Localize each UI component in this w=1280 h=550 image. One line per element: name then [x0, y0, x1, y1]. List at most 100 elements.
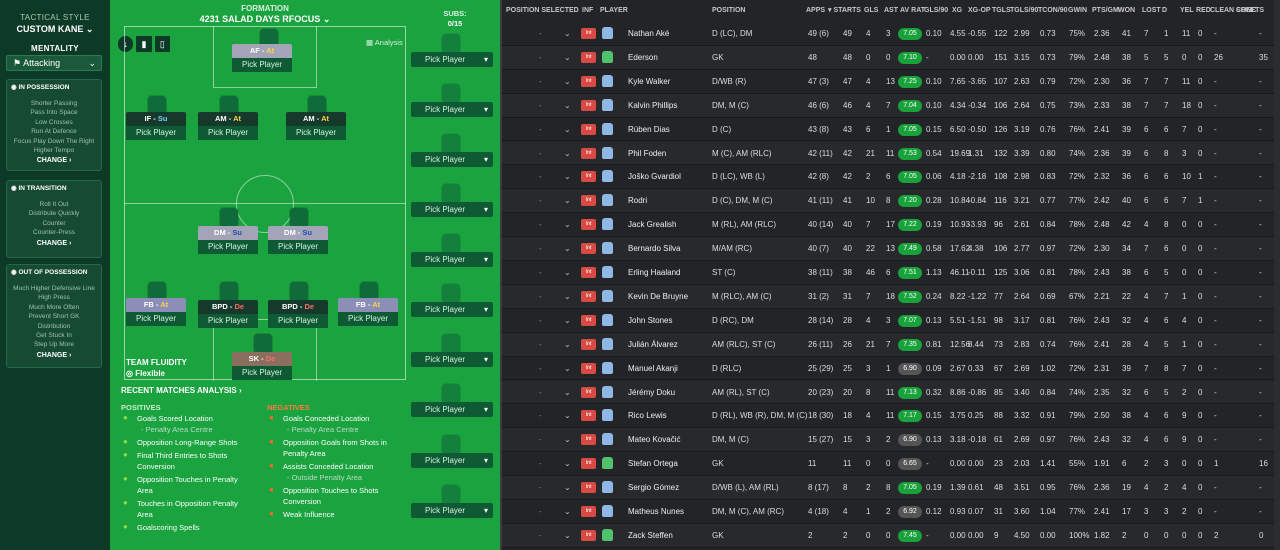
chevron-down-icon[interactable]: ⌄: [564, 29, 571, 38]
position-selected-value[interactable]: -: [539, 76, 542, 86]
player-name-link[interactable]: Joško Gvardiol: [628, 172, 681, 182]
column-header[interactable]: INF: [582, 7, 594, 14]
position-selected-value[interactable]: -: [539, 196, 542, 206]
player-name-link[interactable]: Jérémy Doku: [628, 387, 676, 397]
sub-pick-player-button[interactable]: Pick Player: [411, 503, 493, 518]
chevron-down-icon[interactable]: ⌄: [564, 483, 571, 493]
table-row[interactable]: - ⌄ Int Julián Álvarez AM (RLC), ST (C) 26 (1…: [502, 332, 1280, 357]
position-slot-am-right[interactable]: AM - At Pick Player: [286, 112, 346, 140]
pick-player-button[interactable]: Pick Player: [286, 126, 346, 140]
chevron-down-icon[interactable]: ⌄: [564, 172, 571, 182]
pick-player-button[interactable]: Pick Player: [268, 240, 328, 254]
table-row[interactable]: - ⌄ Int Rúben Dias D (C) 43 (8) 43 6 1 7.05 0.15 6.…: [502, 118, 1280, 142]
chevron-down-icon[interactable]: ⌄: [564, 124, 571, 134]
pick-player-button[interactable]: Pick Player: [198, 126, 258, 140]
position-selected-value[interactable]: -: [539, 220, 542, 230]
out-of-possession-change-button[interactable]: CHANGE ›: [36, 351, 72, 359]
table-row[interactable]: - ⌄ Int Joško Gvardiol D (LC), WB (L) 42 (8) 4…: [502, 165, 1280, 190]
sub-pick-player-button[interactable]: Pick Player: [411, 52, 493, 67]
position-slot-fb-left[interactable]: FB - At Pick Player: [126, 298, 186, 326]
sub-pick-player-button[interactable]: Pick Player: [411, 302, 493, 317]
player-name-link[interactable]: Zack Steffen: [628, 530, 673, 540]
table-row[interactable]: - ⌄ Int Kyle Walker D/WB (R) 47 (3) 47 4 13 7.25 0…: [502, 70, 1280, 94]
position-selected-value[interactable]: -: [539, 148, 542, 158]
column-header[interactable]: ▾ STARTS: [828, 7, 861, 14]
chevron-down-icon[interactable]: ⌄: [564, 196, 571, 206]
column-header[interactable]: LOST: [1142, 7, 1161, 14]
column-header[interactable]: TGLS: [992, 7, 1011, 14]
column-header[interactable]: TGLS/90: [1010, 7, 1039, 14]
position-slot-bpd-right[interactable]: BPD - De Pick Player: [268, 300, 328, 328]
player-name-link[interactable]: Rodri: [628, 196, 648, 206]
column-header[interactable]: APPS: [806, 7, 826, 14]
player-name-link[interactable]: Bernardo Silva: [628, 244, 681, 254]
pitch-view-icon[interactable]: ▯: [154, 36, 170, 52]
player-name-link[interactable]: Manuel Akanji: [628, 363, 678, 373]
player-name-link[interactable]: Kyle Walker: [628, 76, 671, 86]
player-name-link[interactable]: Kalvin Phillips: [628, 100, 678, 110]
column-header[interactable]: TCON/90: [1038, 7, 1068, 14]
in-transition-change-button[interactable]: CHANGE ›: [36, 239, 72, 247]
position-selected-value[interactable]: -: [539, 483, 542, 493]
player-name-link[interactable]: Erling Haaland: [628, 268, 681, 277]
position-selected-value[interactable]: -: [539, 172, 542, 182]
table-row[interactable]: - ⌄ Int Stefan Ortega GK 11 11 0 0 6.65-0.00 0.00 2…: [502, 452, 1280, 477]
player-name-link[interactable]: Jack Grealish: [628, 220, 677, 230]
player-name-link[interactable]: Stefan Ortega: [628, 459, 678, 469]
position-selected-value[interactable]: -: [539, 124, 542, 134]
column-header[interactable]: POSITION SELECTED: [506, 7, 579, 14]
column-header[interactable]: GLS: [864, 7, 879, 14]
table-row[interactable]: - ⌄ Int Jack Grealish M (RL), AM (RLC) 40 (14…: [502, 213, 1280, 238]
pick-player-button[interactable]: Pick Player: [338, 312, 398, 326]
in-possession-change-button[interactable]: CHANGE ›: [36, 157, 72, 165]
position-selected-value[interactable]: -: [539, 507, 542, 516]
column-header[interactable]: RED: [1196, 7, 1211, 14]
column-header[interactable]: PLAYER: [600, 7, 628, 14]
table-row[interactable]: - ⌄ Int Kevin De Bruyne M (RLC), AM (C) 31 (2…: [502, 284, 1280, 309]
sub-pick-player-button[interactable]: Pick Player: [411, 453, 493, 468]
chevron-down-icon[interactable]: ⌄: [564, 268, 571, 277]
analysis-toggle[interactable]: ▦ Analysis: [366, 38, 403, 47]
position-selected-value[interactable]: -: [539, 530, 542, 540]
column-header[interactable]: D: [1162, 7, 1168, 14]
position-selected-value[interactable]: -: [539, 315, 542, 325]
column-header[interactable]: WON: [1118, 7, 1136, 14]
pick-player-button[interactable]: Pick Player: [198, 240, 258, 254]
position-slot-sk[interactable]: SK - De Pick Player: [232, 352, 292, 380]
player-name-link[interactable]: Julián Álvarez: [628, 339, 678, 349]
position-selected-value[interactable]: -: [539, 291, 542, 301]
tactical-style-dropdown[interactable]: CUSTOM KANE ⌄: [0, 24, 110, 35]
column-header[interactable]: YEL: [1180, 7, 1194, 14]
player-name-link[interactable]: Mateo Kovačić: [628, 435, 681, 445]
player-name-link[interactable]: Phil Foden: [628, 148, 667, 158]
bar-chart-icon[interactable]: ▮: [136, 36, 152, 52]
position-selected-value[interactable]: -: [539, 29, 542, 38]
pick-player-button[interactable]: Pick Player: [232, 58, 292, 72]
table-row[interactable]: - ⌄ Int Kalvin Phillips DM, M (C) 46 (6) 46 4 7 7…: [502, 93, 1280, 118]
sub-pick-player-button[interactable]: Pick Player: [411, 252, 493, 267]
chevron-down-icon[interactable]: ⌄: [564, 100, 571, 110]
table-row[interactable]: - ⌄ Int John Stones D (RC), DM 28 (14) 28 4 3 7.0…: [502, 309, 1280, 333]
recent-matches-analysis-link[interactable]: RECENT MATCHES ANALYSIS ›: [121, 386, 242, 395]
chevron-down-icon[interactable]: ⌄: [564, 339, 571, 349]
sub-pick-player-button[interactable]: Pick Player: [411, 102, 493, 117]
chevron-down-icon[interactable]: ⌄: [564, 530, 571, 540]
column-header[interactable]: AV RAT: [900, 7, 926, 14]
mentality-dropdown[interactable]: ⚑ Attacking ⌄: [6, 55, 102, 71]
formation-dropdown[interactable]: 4231 SALAD DAYS RFOCUS ⌄: [110, 14, 420, 25]
position-slot-fb-right[interactable]: FB - At Pick Player: [338, 298, 398, 326]
chevron-down-icon[interactable]: ⌄: [564, 148, 571, 158]
table-row[interactable]: - ⌄ Int Matheus Nunes DM, M (C), AM (RC) 4 (1…: [502, 500, 1280, 524]
chevron-down-icon[interactable]: ⌄: [564, 387, 571, 397]
table-row[interactable]: - ⌄ Int Jérémy Doku AM (RL), ST (C) 20 (23) 20…: [502, 380, 1280, 405]
chevron-down-icon[interactable]: ⌄: [564, 435, 571, 445]
position-selected-value[interactable]: -: [539, 100, 542, 110]
column-header[interactable]: AST: [884, 7, 898, 14]
position-selected-value[interactable]: -: [539, 244, 542, 254]
table-row[interactable]: - ⌄ Int Mateo Kovačić DM, M (C) 15 (27) 15 3 2 6.…: [502, 428, 1280, 453]
column-header[interactable]: CLEAN SHEETS: [1210, 7, 1265, 14]
table-scrollbar[interactable]: [1274, 0, 1280, 550]
position-selected-value[interactable]: -: [539, 459, 542, 469]
chevron-down-icon[interactable]: ⌄: [564, 411, 571, 421]
position-selected-value[interactable]: -: [539, 387, 542, 397]
